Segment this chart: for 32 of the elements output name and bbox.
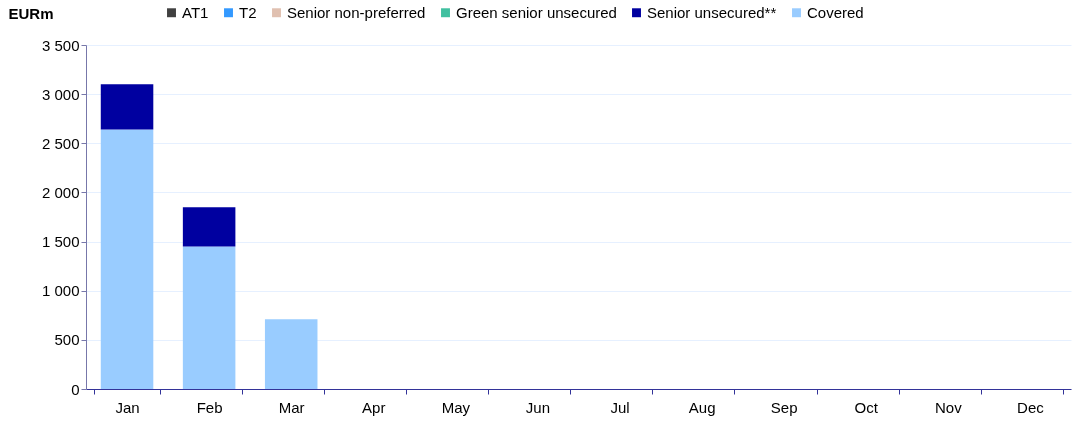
y-axis-title: EURm bbox=[8, 4, 54, 22]
x-tick-label: Apr bbox=[362, 398, 386, 416]
legend-label: Senior unsecured** bbox=[647, 3, 777, 21]
bar bbox=[182, 207, 236, 247]
y-tick-label: 3 000 bbox=[41, 85, 80, 103]
x-tick-label: Jan bbox=[115, 398, 140, 416]
x-tick-label: Aug bbox=[688, 398, 716, 416]
x-tick-label: May bbox=[441, 398, 471, 416]
y-tick-label: 0 bbox=[71, 380, 80, 398]
bar bbox=[100, 129, 154, 389]
legend-label: Green senior unsecured bbox=[456, 3, 617, 21]
y-tick-label: 1 000 bbox=[41, 282, 80, 300]
x-tick-label: Sep bbox=[770, 398, 798, 416]
bar bbox=[100, 84, 154, 130]
x-tick-label: Nov bbox=[935, 398, 963, 416]
y-tick-label: 1 500 bbox=[41, 233, 80, 251]
x-tick-label: Jun bbox=[525, 398, 551, 416]
y-tick-label: 2 500 bbox=[41, 134, 80, 152]
x-tick-label: Feb bbox=[196, 398, 223, 416]
legend-label: Covered bbox=[807, 3, 864, 21]
y-tick-label: 500 bbox=[54, 331, 80, 349]
legend-label: T2 bbox=[239, 3, 257, 21]
legend-label: AT1 bbox=[182, 3, 209, 21]
y-tick-label: 2 000 bbox=[41, 183, 80, 201]
x-tick-label: Oct bbox=[854, 398, 879, 416]
bar bbox=[182, 246, 236, 389]
bar bbox=[264, 319, 318, 389]
x-tick-label: Jul bbox=[610, 398, 630, 416]
x-tick-label: Dec bbox=[1017, 398, 1045, 416]
x-tick-label: Mar bbox=[278, 398, 305, 416]
y-tick-label: 3 500 bbox=[41, 36, 80, 54]
legend-label: Senior non-preferred bbox=[287, 3, 426, 21]
